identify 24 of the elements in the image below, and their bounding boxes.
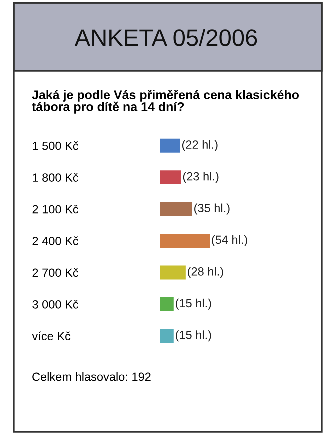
data-label: (23 hl.) [183,172,219,184]
data-label: (15 hl.) [176,298,212,310]
data-label: (15 hl.) [176,330,212,342]
y-tick-label: 1 800 Kč [33,173,79,182]
y-tick-label: 3 000 Kč [32,300,79,309]
y-tick-label: více Kč [32,332,71,341]
chart-subtitle: Jaká je podle Vás přiměřená cena klasického tábora pro dítě na 14 dní? [32,90,300,114]
data-label: (35 hl.) [194,204,230,215]
bar [160,234,210,248]
bar [160,202,192,216]
text: Celkem hlasovalo: 192 [32,372,151,382]
y-tick-label: 2 400 Kč [32,236,79,246]
bar [160,297,174,312]
chart-title: ANKETA 05/2006 [74,28,258,46]
data-label: (28 hl.) [188,267,224,278]
bar [160,138,180,153]
y-tick-label: 2 100 Kč [32,204,79,214]
y-tick-label: 1 500 Kč [33,142,79,150]
bar [160,266,186,280]
data-label: (22 hl.) [182,140,218,152]
y-tick-label: 2 700 Kč [32,268,79,278]
data-label: (54 hl.) [212,235,248,246]
bar [160,329,174,344]
bar [160,170,182,185]
